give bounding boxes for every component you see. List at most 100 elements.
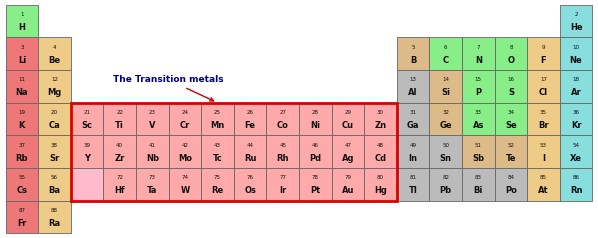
Text: 42: 42 [181,143,188,148]
Text: 80: 80 [377,175,384,180]
Text: Nb: Nb [146,154,159,163]
Bar [527,135,560,168]
Text: Tl: Tl [408,186,417,195]
Bar [495,70,527,103]
Text: In: In [408,154,417,163]
Bar [5,200,38,233]
Text: 1: 1 [20,12,24,17]
Bar [103,103,136,135]
Bar [299,103,332,135]
Text: Tc: Tc [213,154,222,163]
Text: Sn: Sn [440,154,451,163]
Text: 43: 43 [214,143,221,148]
Text: 87: 87 [19,208,25,213]
Bar [5,70,38,103]
Bar [527,168,560,200]
Text: 83: 83 [475,175,482,180]
Text: B: B [410,56,416,65]
Text: Ag: Ag [341,154,354,163]
Text: P: P [475,89,481,97]
Bar [527,38,560,70]
Text: Zr: Zr [114,154,125,163]
Text: Al: Al [408,89,418,97]
Bar [266,135,299,168]
Text: Mn: Mn [210,121,225,130]
Bar [332,135,364,168]
Text: Fr: Fr [17,219,26,228]
Bar [560,70,593,103]
Text: 21: 21 [84,110,90,115]
Text: Cl: Cl [539,89,548,97]
Bar [169,135,201,168]
Text: Ba: Ba [48,186,60,195]
Text: Sb: Sb [472,154,484,163]
Text: C: C [443,56,448,65]
Bar [332,168,364,200]
Text: 30: 30 [377,110,384,115]
Bar [71,168,103,200]
Text: Hf: Hf [114,186,125,195]
Text: 49: 49 [410,143,417,148]
Text: Pd: Pd [309,154,321,163]
Bar [201,103,234,135]
Bar [5,38,38,70]
Bar [495,38,527,70]
Bar [397,38,429,70]
Text: 45: 45 [279,143,286,148]
Text: Li: Li [18,56,26,65]
Bar [38,70,71,103]
Bar [462,70,495,103]
Bar [71,103,397,200]
Text: Bi: Bi [474,186,483,195]
Bar [397,103,429,135]
Text: 84: 84 [508,175,514,180]
Text: 76: 76 [246,175,254,180]
Text: 44: 44 [246,143,254,148]
Bar [560,168,593,200]
Text: Rn: Rn [570,186,582,195]
Bar [560,38,593,70]
Text: 88: 88 [51,208,58,213]
Bar [71,135,103,168]
Bar [169,103,201,135]
Text: 79: 79 [344,175,352,180]
Bar [429,168,462,200]
Text: Mo: Mo [178,154,192,163]
Text: Ra: Ra [48,219,60,228]
Text: 53: 53 [540,143,547,148]
Text: 37: 37 [19,143,25,148]
Text: 34: 34 [508,110,514,115]
Text: 3: 3 [20,45,24,50]
Bar [5,103,38,135]
Bar [429,103,462,135]
Text: Ca: Ca [48,121,60,130]
Bar [527,70,560,103]
Text: Ir: Ir [279,186,286,195]
Text: 18: 18 [573,77,579,82]
Text: Ti: Ti [115,121,124,130]
Text: 9: 9 [542,45,545,50]
Bar [462,168,495,200]
Text: 10: 10 [573,45,579,50]
Text: Rh: Rh [276,154,289,163]
Text: Ni: Ni [310,121,321,130]
Text: He: He [570,23,582,32]
Bar [201,135,234,168]
Bar [38,135,71,168]
Bar [364,135,397,168]
Text: Ar: Ar [570,89,581,97]
Text: Xe: Xe [570,154,582,163]
Text: 8: 8 [509,45,512,50]
Text: 11: 11 [19,77,25,82]
Text: 74: 74 [181,175,188,180]
Text: 17: 17 [540,77,547,82]
Bar [38,168,71,200]
Bar [38,200,71,233]
Text: Os: Os [244,186,256,195]
Bar [397,168,429,200]
Text: 20: 20 [51,110,58,115]
Text: 86: 86 [573,175,579,180]
Text: Te: Te [506,154,516,163]
Bar [5,135,38,168]
Text: 73: 73 [149,175,156,180]
